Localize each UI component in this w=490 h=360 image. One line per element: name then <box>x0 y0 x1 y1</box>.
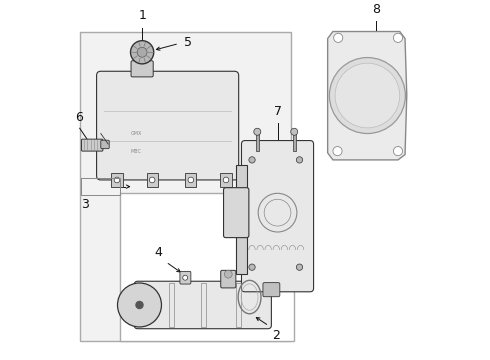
Circle shape <box>393 147 403 156</box>
Text: 2: 2 <box>272 329 280 342</box>
Circle shape <box>130 41 154 64</box>
Text: 6: 6 <box>75 111 83 124</box>
FancyBboxPatch shape <box>134 281 271 329</box>
Circle shape <box>291 128 298 135</box>
Circle shape <box>137 48 147 57</box>
Bar <box>120 193 294 341</box>
Text: MBC: MBC <box>130 149 142 154</box>
Circle shape <box>329 58 405 134</box>
Circle shape <box>249 264 255 270</box>
Circle shape <box>254 128 261 135</box>
Polygon shape <box>328 32 407 160</box>
Text: 4: 4 <box>154 246 162 259</box>
Bar <box>201 283 206 327</box>
Bar <box>220 173 232 187</box>
Bar <box>80 32 291 341</box>
Text: 5: 5 <box>184 36 192 49</box>
Circle shape <box>333 147 342 156</box>
Bar <box>236 283 241 327</box>
Circle shape <box>249 157 255 163</box>
Bar <box>81 178 120 195</box>
Circle shape <box>296 264 303 270</box>
Circle shape <box>334 33 343 42</box>
Bar <box>111 173 122 187</box>
Circle shape <box>188 177 194 183</box>
FancyBboxPatch shape <box>101 140 109 149</box>
Circle shape <box>223 177 229 183</box>
FancyBboxPatch shape <box>223 188 249 238</box>
Text: 8: 8 <box>372 3 380 17</box>
Text: 7: 7 <box>273 105 282 118</box>
FancyBboxPatch shape <box>97 71 239 180</box>
FancyBboxPatch shape <box>263 283 280 297</box>
Text: GMX: GMX <box>130 131 142 136</box>
Text: 1: 1 <box>138 9 146 22</box>
Circle shape <box>118 283 162 327</box>
Circle shape <box>393 33 403 42</box>
Bar <box>170 283 174 327</box>
Bar <box>147 173 158 187</box>
Bar <box>293 132 295 151</box>
Circle shape <box>136 301 143 309</box>
FancyBboxPatch shape <box>131 61 153 77</box>
FancyBboxPatch shape <box>242 140 314 292</box>
Circle shape <box>183 275 188 280</box>
FancyBboxPatch shape <box>180 271 191 284</box>
Bar <box>236 165 247 274</box>
FancyBboxPatch shape <box>220 270 236 288</box>
Circle shape <box>335 63 400 128</box>
Text: 3: 3 <box>81 198 89 211</box>
FancyBboxPatch shape <box>81 139 103 151</box>
Circle shape <box>149 177 155 183</box>
Circle shape <box>296 157 303 163</box>
Circle shape <box>224 270 232 278</box>
Circle shape <box>114 177 120 183</box>
Bar <box>185 173 196 187</box>
Bar <box>256 132 259 151</box>
